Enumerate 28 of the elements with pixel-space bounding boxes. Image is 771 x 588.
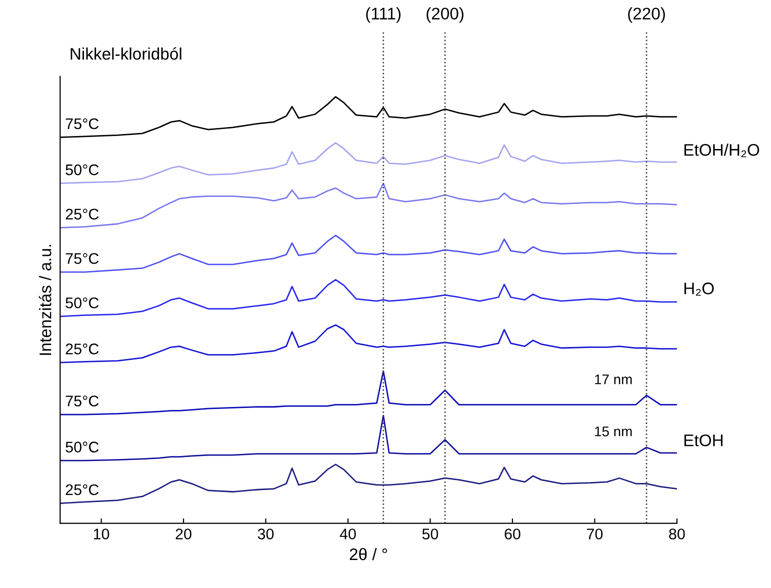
text: EtOH/H₂O	[684, 144, 760, 158]
text: (200)	[426, 7, 464, 23]
x-tick-label: 30	[258, 528, 274, 540]
text: H₂O	[684, 282, 714, 296]
text: EtOH	[684, 434, 722, 446]
series-label: 75°C	[66, 253, 99, 264]
x-axis-title: 2θ / °	[350, 548, 388, 560]
series-label: 75°C	[66, 396, 99, 406]
series-label: 50°C	[66, 164, 99, 176]
text: Nikkel-kloridból	[70, 47, 182, 60]
x-tick-label: 60	[504, 528, 520, 540]
x-tick-label: 10	[94, 528, 110, 540]
y-axis-title: Intenzitás / a.u.	[38, 244, 52, 355]
text: (220)	[628, 7, 665, 23]
series-label: 25°C	[66, 208, 99, 220]
x-tick-label: 70	[586, 528, 603, 540]
annotation: 17 nm	[595, 374, 632, 384]
series-label: 25°C	[66, 344, 99, 354]
x-tick-label: 20	[176, 528, 192, 540]
x-tick-label: 50	[422, 528, 438, 540]
series-label: 50°C	[66, 297, 99, 308]
x-tick-label: 80	[669, 528, 685, 540]
series-label: 25°C	[66, 484, 99, 496]
series-label: 75°C	[66, 118, 99, 130]
text: (111)	[366, 7, 401, 23]
series-label: 50°C	[66, 442, 99, 452]
x-tick-label: 40	[340, 528, 356, 540]
annotation: 15 nm	[595, 426, 632, 436]
